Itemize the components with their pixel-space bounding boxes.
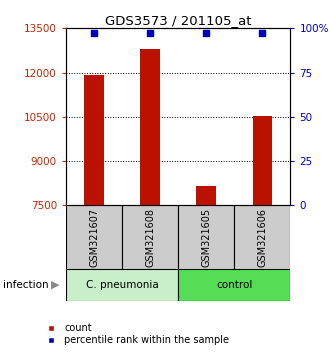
Bar xyxy=(66,269,178,301)
Text: C. pneumonia: C. pneumonia xyxy=(86,280,158,290)
Text: GSM321606: GSM321606 xyxy=(257,208,267,267)
Bar xyxy=(66,205,122,269)
Bar xyxy=(234,205,290,269)
Legend: count, percentile rank within the sample: count, percentile rank within the sample xyxy=(38,319,233,349)
Title: GDS3573 / 201105_at: GDS3573 / 201105_at xyxy=(105,14,251,27)
Bar xyxy=(178,205,234,269)
Bar xyxy=(84,75,104,205)
Text: GSM321608: GSM321608 xyxy=(145,208,155,267)
Bar xyxy=(140,49,160,205)
Bar xyxy=(252,116,272,205)
Bar xyxy=(122,205,178,269)
Text: ▶: ▶ xyxy=(51,280,60,290)
Text: GSM321605: GSM321605 xyxy=(201,207,211,267)
Bar xyxy=(196,186,216,205)
Text: control: control xyxy=(216,280,252,290)
Bar xyxy=(178,269,290,301)
Text: GSM321607: GSM321607 xyxy=(89,207,99,267)
Text: infection: infection xyxy=(3,280,49,290)
